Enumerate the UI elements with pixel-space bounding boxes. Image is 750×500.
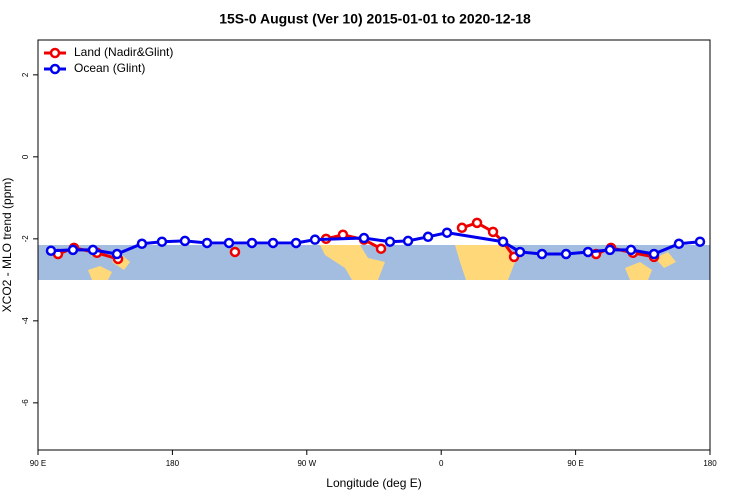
x-tick-label: 90 E <box>567 459 583 468</box>
point <box>45 245 57 256</box>
legend-label: Ocean (Glint) <box>74 61 145 75</box>
point <box>648 248 660 260</box>
point <box>560 248 572 260</box>
y-tick-label: -6 <box>21 399 30 407</box>
point <box>694 236 706 247</box>
point <box>179 235 191 247</box>
point <box>358 232 370 244</box>
legend-label: Land (Nadir&Glint) <box>74 45 173 59</box>
point <box>67 244 79 256</box>
chart-title: 15S-0 August (Ver 10) 2015-01-01 to 2020… <box>219 11 531 27</box>
point <box>497 236 509 247</box>
point <box>536 248 548 260</box>
point <box>471 217 483 229</box>
point <box>514 246 526 258</box>
point <box>384 236 396 247</box>
point <box>136 238 148 250</box>
point <box>604 244 616 256</box>
x-tick-label: 180 <box>166 459 180 468</box>
point <box>582 246 594 258</box>
point <box>402 235 414 247</box>
y-tick-label: 2 <box>21 72 30 77</box>
series-line <box>50 231 701 256</box>
point <box>441 227 453 238</box>
point <box>229 246 241 258</box>
point <box>223 237 235 249</box>
y-axis-label: XCO2 - MLO trend (ppm) <box>0 178 14 313</box>
point <box>422 231 434 243</box>
legend-marker <box>49 63 61 75</box>
point <box>487 226 499 238</box>
point <box>625 244 637 256</box>
point <box>309 234 321 245</box>
y-tick-label: -4 <box>21 317 30 325</box>
x-tick-label: 90 W <box>297 459 316 468</box>
x-axis-label: Longitude (deg E) <box>326 476 421 490</box>
point <box>156 236 168 247</box>
x-tick-label: 0 <box>439 459 444 468</box>
legend-marker <box>49 47 61 59</box>
point <box>87 244 99 256</box>
point <box>246 237 258 249</box>
y-tick-label: 0 <box>21 154 30 159</box>
point <box>267 237 279 249</box>
x-tick-label: 90 E <box>30 459 46 468</box>
y-tick-label: -2 <box>21 235 30 243</box>
point <box>201 237 213 249</box>
point <box>456 222 468 234</box>
point <box>290 237 302 249</box>
plot-frame <box>37 39 711 451</box>
x-tick-label: 180 <box>703 459 717 468</box>
point <box>111 248 123 260</box>
point <box>673 238 685 250</box>
point <box>375 243 387 254</box>
